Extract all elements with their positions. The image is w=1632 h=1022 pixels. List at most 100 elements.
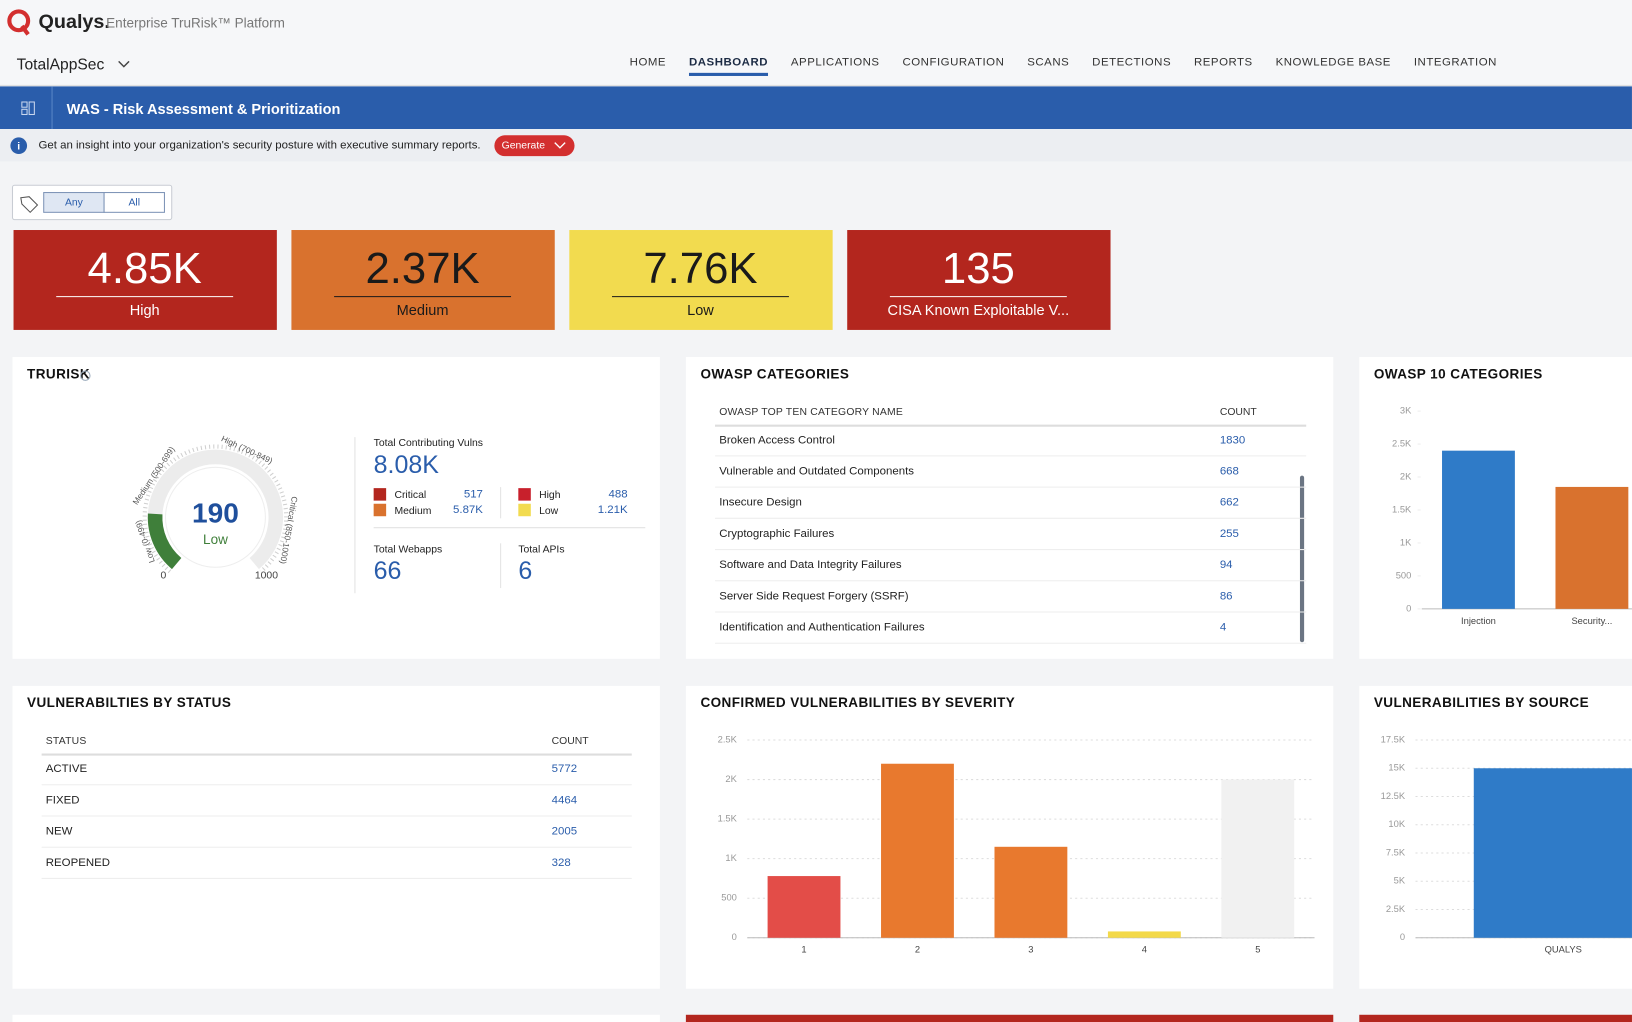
y-tick-label: 15K xyxy=(1388,763,1405,773)
apis-value: 6 xyxy=(518,557,532,585)
y-tick-label: 2K xyxy=(1400,472,1412,482)
legend-swatch xyxy=(518,504,530,516)
x-tick-label: QUALYS xyxy=(1545,945,1582,955)
row-count: 86 xyxy=(1220,590,1233,602)
nav-item[interactable]: INTEGRATION xyxy=(1414,56,1497,68)
y-tick-label: 0 xyxy=(1400,932,1405,942)
x-tick-label: 3 xyxy=(1028,945,1033,955)
bar[interactable] xyxy=(1474,768,1632,938)
y-tick-label: 17.5K xyxy=(1381,734,1406,744)
legend-value: 488 xyxy=(609,488,628,500)
x-tick-label: Injection xyxy=(1461,616,1496,626)
nav-item[interactable]: CONFIGURATION xyxy=(902,56,1004,68)
filter-option: All xyxy=(128,198,140,209)
nav-item[interactable]: APPLICATIONS xyxy=(791,56,880,68)
y-tick-label: 7.5K xyxy=(1386,847,1406,857)
nav-item[interactable]: HOME xyxy=(630,56,666,68)
info-icon-glyph: i xyxy=(17,142,20,153)
row-count: 2005 xyxy=(552,826,577,838)
y-tick-label: 500 xyxy=(1396,570,1412,580)
legend-value: 1.21K xyxy=(598,504,628,516)
row-label: FIXED xyxy=(46,794,80,806)
y-tick-label: 1.5K xyxy=(718,814,738,824)
bar[interactable] xyxy=(1555,487,1628,609)
webapps-value: 66 xyxy=(374,557,402,585)
panel xyxy=(12,357,659,659)
y-tick-label: 10K xyxy=(1388,819,1405,829)
bar[interactable] xyxy=(1108,931,1181,937)
legend-value: 5.87K xyxy=(453,504,483,516)
trurisk-score: 190 xyxy=(192,498,239,529)
row-label: ACTIVE xyxy=(46,763,88,775)
y-tick-label: 3K xyxy=(1400,406,1412,416)
bar[interactable] xyxy=(994,847,1067,938)
scrollbar[interactable] xyxy=(1300,476,1304,643)
row-label: Insecure Design xyxy=(719,497,802,509)
webapps-label: Total Webapps xyxy=(374,544,443,555)
kpi-value: 2.37K xyxy=(365,244,479,293)
kpi-value: 135 xyxy=(942,244,1015,293)
total-value: 8.08K xyxy=(374,451,440,479)
row-label: Identification and Authentication Failur… xyxy=(719,622,925,634)
y-tick-label: 1.5K xyxy=(1392,504,1412,514)
filter-option: Any xyxy=(65,198,84,209)
trurisk-level: Low xyxy=(203,532,228,547)
panel-edge xyxy=(686,1015,1333,1022)
row-count: 1830 xyxy=(1220,434,1245,446)
panel xyxy=(12,1015,659,1022)
kpi-label: Low xyxy=(687,303,714,319)
x-tick-label: Security... xyxy=(1571,616,1612,626)
row-count: 5772 xyxy=(552,763,577,775)
nav-item[interactable]: REPORTS xyxy=(1194,56,1253,68)
nav-active-underline xyxy=(689,73,768,76)
y-tick-label: 2.5K xyxy=(718,734,738,744)
row-count: 668 xyxy=(1220,465,1239,477)
column-header: COUNT xyxy=(1220,407,1258,418)
panel-edge xyxy=(1359,1015,1632,1022)
column-header: COUNT xyxy=(552,736,590,747)
brand: Qualys. xyxy=(39,11,110,33)
info-text: Get an insight into your organization's … xyxy=(39,140,481,152)
bar[interactable] xyxy=(1221,780,1294,938)
gauge-max: 1000 xyxy=(255,570,278,581)
nav-item[interactable]: DETECTIONS xyxy=(1092,56,1171,68)
y-tick-label: 2.5K xyxy=(1386,904,1406,914)
nav-item[interactable]: KNOWLEDGE BASE xyxy=(1276,56,1391,68)
legend-name: Low xyxy=(539,506,559,517)
row-label: Software and Data Integrity Failures xyxy=(719,559,902,571)
top-bar xyxy=(0,0,1632,85)
row-label: Cryptographic Failures xyxy=(719,528,834,540)
y-tick-label: 2.5K xyxy=(1392,439,1412,449)
legend-name: Critical xyxy=(394,490,426,501)
panel-title: VULNERABILTIES BY STATUS xyxy=(27,695,231,710)
legend-name: Medium xyxy=(394,506,431,517)
x-tick-label: 1 xyxy=(801,945,806,955)
bar[interactable] xyxy=(768,876,841,938)
generate-label: Generate xyxy=(502,140,546,151)
app-name: TotalAppSec xyxy=(17,57,105,74)
panel-title: VULNERABILITIES BY SOURCE xyxy=(1374,695,1589,710)
kpi-value: 7.76K xyxy=(643,244,757,293)
bar[interactable] xyxy=(881,764,954,938)
nav-item[interactable]: SCANS xyxy=(1027,56,1069,68)
column-header: STATUS xyxy=(46,736,87,747)
row-count: 4 xyxy=(1220,622,1227,634)
nav-item[interactable]: DASHBOARD xyxy=(689,56,768,68)
row-count: 94 xyxy=(1220,559,1233,571)
row-label: REOPENED xyxy=(46,857,110,869)
kpi-value: 4.85K xyxy=(88,244,202,293)
row-count: 662 xyxy=(1220,497,1239,509)
legend-value: 517 xyxy=(464,488,483,500)
legend-swatch xyxy=(518,488,530,500)
row-count: 328 xyxy=(552,857,571,869)
y-tick-label: 2K xyxy=(725,774,737,784)
y-tick-label: 500 xyxy=(721,893,737,903)
row-count: 255 xyxy=(1220,528,1239,540)
row-label: Vulnerable and Outdated Components xyxy=(719,465,914,477)
y-tick-label: 0 xyxy=(732,932,737,942)
y-tick-label: 1K xyxy=(725,853,737,863)
bar[interactable] xyxy=(1442,451,1515,609)
